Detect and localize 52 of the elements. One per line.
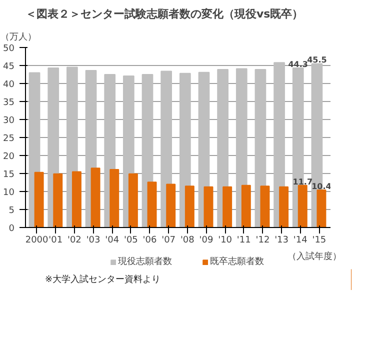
bar — [184, 186, 194, 228]
x-tick-label: '15 — [312, 236, 326, 246]
x-tick-label: '10 — [218, 236, 232, 246]
y-tick-label: 20 — [3, 152, 15, 162]
bar — [204, 186, 214, 228]
data-label: 45.5 — [307, 56, 328, 65]
bar — [128, 173, 138, 228]
y-tick-label: 25 — [3, 134, 14, 144]
bar — [147, 182, 157, 228]
x-tick-label: '06 — [142, 236, 157, 246]
x-axis-title: （入試年度） — [288, 250, 342, 262]
bar — [222, 186, 232, 228]
bar — [90, 168, 100, 228]
x-tick-label: '01 — [48, 236, 63, 246]
bar — [316, 190, 326, 228]
bar — [166, 184, 176, 228]
x-tick-label: '14 — [293, 236, 308, 246]
y-tick-label: 5 — [8, 206, 15, 216]
x-tick-label: '13 — [274, 236, 289, 246]
data-label: 11.7 — [292, 177, 313, 186]
x-tick-label: '09 — [199, 236, 214, 246]
data-label: 44.3 — [288, 60, 308, 70]
y-tick-label: 15 — [3, 170, 14, 180]
bar — [298, 184, 308, 228]
text: ※大学入試センター資料より — [45, 274, 161, 285]
y-tick-label: 40 — [3, 80, 15, 90]
x-tick-label: '02 — [67, 236, 82, 246]
y-tick-label: 30 — [3, 116, 15, 126]
x-tick-label: '03 — [86, 236, 100, 246]
y-tick-label: 45 — [3, 62, 14, 72]
x-tick-label: 2000 — [25, 236, 49, 246]
y-tick-label: 10 — [3, 188, 15, 198]
bar — [241, 184, 251, 228]
bar — [53, 173, 63, 228]
bar — [72, 171, 82, 228]
bar — [260, 186, 270, 228]
y-tick-label: 0 — [8, 224, 15, 234]
y-tick-label: 35 — [3, 98, 14, 108]
y-tick-label: 50 — [3, 44, 15, 54]
x-tick-label: '08 — [180, 236, 195, 246]
bar — [279, 186, 289, 228]
y-axis-title: （万人） — [0, 32, 36, 42]
x-tick-label: '05 — [124, 236, 138, 246]
x-tick-label: '07 — [162, 236, 176, 246]
legend-label: 現役志願者数 — [118, 256, 172, 268]
chart-title: ＜図表２＞センター試験志願者数の変化（現役vs既卒） — [26, 8, 304, 20]
bar — [110, 169, 120, 228]
x-tick-label: '04 — [105, 236, 120, 246]
bar — [34, 172, 44, 228]
x-tick-label: '11 — [236, 236, 251, 246]
x-tick-label: '12 — [256, 236, 270, 246]
legend-label: 既卒志願者数 — [210, 256, 264, 268]
